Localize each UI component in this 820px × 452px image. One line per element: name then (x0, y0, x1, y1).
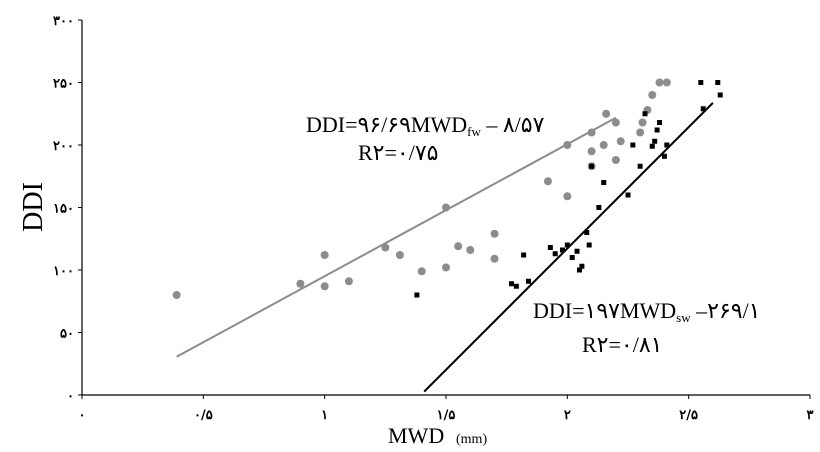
point-sw (625, 192, 631, 198)
point-sw (661, 153, 667, 159)
point-sw (521, 252, 527, 258)
point-sw (596, 205, 602, 210)
y-tick-label: ۱۵۰ (53, 202, 74, 217)
point-fw (395, 251, 404, 259)
point-sw (509, 281, 515, 287)
y-tick-label: ۰ (67, 389, 74, 404)
point-fw (417, 267, 426, 276)
point-sw (717, 92, 723, 98)
point-sw (642, 111, 648, 117)
point-sw (576, 267, 582, 273)
point-fw (648, 91, 657, 99)
y-tick-label: ۲۵۰ (53, 77, 74, 92)
point-sw (579, 263, 585, 269)
x-axis-ticks: ۰ ۰/۵ ۱ ۱/۵ ۲ ۲/۵ ۳ (79, 395, 814, 423)
y-axis-label: DDI (18, 182, 49, 232)
y-axis-ticks: ۰ ۵۰ ۱۰۰ ۱۵۰ ۲۰۰ ۲۵۰ ۳۰۰ (53, 14, 82, 404)
y-tick-label: ۳۰۰ (53, 14, 74, 29)
trendline-fw (176, 116, 617, 358)
point-sw (564, 242, 570, 248)
point-fw (344, 277, 353, 286)
y-tick-label: ۵۰ (60, 327, 74, 342)
equation-fw-r2: R۲=۰/۷۵ (358, 140, 438, 165)
point-sw (630, 142, 636, 148)
point-sw (414, 292, 420, 298)
point-sw (584, 230, 590, 235)
point-fw (490, 254, 499, 263)
point-fw (611, 156, 620, 164)
data-points (172, 78, 723, 299)
point-fw (454, 242, 463, 251)
point-fw (320, 282, 329, 291)
point-sw (569, 255, 575, 260)
x-tick-label: ۰ (79, 408, 86, 423)
x-tick-label: ۰/۵ (194, 408, 213, 423)
x-tick-label: ۱/۵ (437, 408, 456, 423)
point-sw (715, 80, 721, 85)
point-fw (602, 109, 611, 118)
point-sw (513, 283, 519, 289)
x-tick-label: ۳ (807, 408, 814, 423)
point-sw (700, 106, 706, 112)
point-fw (563, 192, 572, 201)
point-fw (543, 177, 552, 186)
point-sw (601, 180, 607, 185)
point-sw (652, 138, 658, 144)
equation-fw-line1: DDI=۹۶/۶۹MWDfw – ۸/۵۷ (306, 112, 545, 139)
equation-fw-sub: fw (467, 124, 481, 139)
equation-sw: DDI=۱۹۷MWDsw –۲۶۹/۱ R۲=۰/۸۱ (533, 298, 761, 357)
equation-sw-line1: DDI=۱۹۷MWDsw –۲۶۹/۱ (533, 298, 761, 325)
y-tick-label: ۱۰۰ (53, 264, 74, 279)
point-sw (547, 245, 553, 250)
equation-fw: DDI=۹۶/۶۹MWDfw – ۸/۵۷ R۲=۰/۷۵ (306, 112, 545, 165)
point-sw (552, 251, 558, 257)
point-fw (563, 141, 572, 149)
point-sw (649, 143, 655, 149)
point-sw (526, 278, 532, 284)
point-fw (381, 243, 390, 252)
point-sw (657, 120, 663, 125)
equation-sw-tail: –۲۶۹/۱ (691, 298, 761, 323)
equation-sw-sub: sw (676, 310, 691, 325)
point-fw (587, 128, 596, 137)
point-sw (586, 242, 592, 248)
point-sw (664, 142, 670, 148)
point-fw (616, 137, 625, 146)
point-fw (587, 147, 596, 156)
point-sw (654, 127, 660, 133)
point-fw (320, 251, 329, 259)
x-tick-label: ۲ (564, 408, 571, 423)
point-sw (559, 247, 565, 253)
x-axis-label-text: MWD (388, 423, 444, 448)
point-fw (442, 203, 450, 212)
point-fw (490, 229, 499, 238)
point-fw (599, 141, 608, 149)
point-fw (442, 263, 450, 272)
point-fw (466, 246, 475, 254)
point-fw (611, 118, 620, 127)
x-tick-label: ۱ (321, 408, 328, 423)
equation-fw-tail: – ۸/۵۷ (481, 112, 545, 137)
point-sw (589, 163, 595, 169)
equation-fw-main: DDI=۹۶/۶۹MWD (306, 112, 467, 137)
point-sw (637, 163, 643, 169)
point-sw (574, 248, 580, 254)
point-sw (698, 80, 704, 85)
equation-sw-main: DDI=۱۹۷MWD (533, 298, 676, 323)
x-axis-label-unit: (mm) (456, 432, 487, 447)
point-fw (296, 279, 305, 288)
equation-sw-r2: R۲=۰/۸۱ (582, 332, 662, 357)
point-fw (638, 118, 647, 127)
point-fw (172, 291, 181, 299)
point-fw (655, 78, 664, 87)
x-axis-label: MWD (mm) (388, 423, 487, 448)
y-tick-label: ۲۰۰ (53, 139, 74, 154)
point-fw (636, 128, 645, 137)
x-tick-label: ۲/۵ (679, 408, 698, 423)
point-fw (662, 78, 671, 87)
